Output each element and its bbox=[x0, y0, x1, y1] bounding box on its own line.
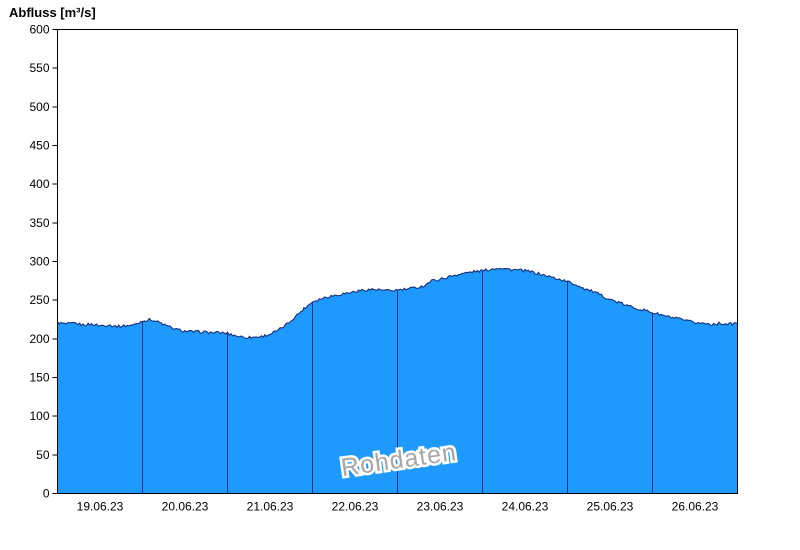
day-separator-lines bbox=[142, 270, 653, 494]
y-tick-label: 50 bbox=[36, 448, 50, 462]
y-tick-label: 150 bbox=[29, 371, 49, 385]
y-tick-label: 450 bbox=[29, 139, 49, 153]
y-axis-title: Abfluss [m³/s] bbox=[9, 5, 96, 20]
y-tick-label: 550 bbox=[29, 61, 49, 75]
x-tick-label: 20.06.23 bbox=[162, 500, 209, 514]
y-tick-label: 350 bbox=[29, 216, 49, 230]
discharge-line bbox=[57, 267, 738, 339]
x-tick-label: 25.06.23 bbox=[587, 500, 634, 514]
x-tick-label: 21.06.23 bbox=[247, 500, 294, 514]
y-axis-labels: 0 50 100 150 200 250 300 350 400 450 500 550 600 bbox=[29, 23, 49, 501]
y-axis-ticks bbox=[52, 29, 58, 494]
x-tick-label: 24.06.23 bbox=[502, 500, 549, 514]
y-tick-label: 300 bbox=[29, 255, 49, 269]
y-tick-label: 500 bbox=[29, 100, 49, 114]
x-tick-label: 23.06.23 bbox=[417, 500, 464, 514]
y-tick-label: 0 bbox=[43, 487, 50, 501]
x-tick-label: 22.06.23 bbox=[332, 500, 379, 514]
y-tick-label: 250 bbox=[29, 293, 49, 307]
y-tick-label: 200 bbox=[29, 332, 49, 346]
y-tick-label: 100 bbox=[29, 409, 49, 423]
y-tick-label: 400 bbox=[29, 177, 49, 191]
y-tick-label: 600 bbox=[29, 23, 49, 37]
x-tick-label: 19.06.23 bbox=[77, 500, 124, 514]
x-axis-labels: 19.06.23 20.06.23 21.06.23 22.06.23 23.06.23… bbox=[77, 500, 719, 514]
x-tick-label: 26.06.23 bbox=[672, 500, 719, 514]
discharge-curve bbox=[57, 267, 738, 339]
